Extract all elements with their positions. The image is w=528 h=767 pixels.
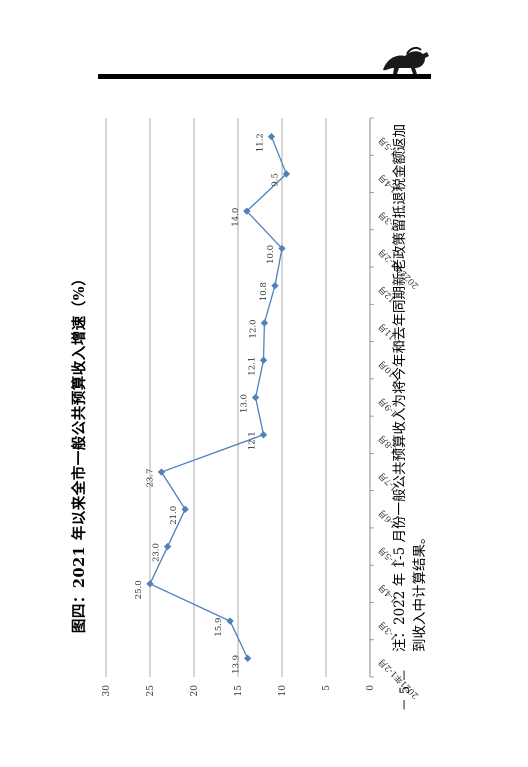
data-label: 23.7 xyxy=(145,469,155,488)
y-tick-label: 5 xyxy=(322,685,332,691)
y-tick-label: 25 xyxy=(146,685,156,697)
y-tick-label: 10 xyxy=(278,685,288,697)
data-label: 13.0 xyxy=(240,394,250,413)
data-label: 13.9 xyxy=(232,655,242,674)
data-point xyxy=(163,542,172,551)
data-point xyxy=(157,468,166,476)
data-label: 12.1 xyxy=(248,357,258,376)
data-label: 9.5 xyxy=(270,173,280,187)
data-label: 11.2 xyxy=(255,133,265,152)
data-label: 10.8 xyxy=(259,282,269,301)
data-point xyxy=(181,505,189,513)
chart-container: 图四：2021 年以来全市一般公共预算收入增速（%） 0 5 10 15 20 25 30 2… xyxy=(68,102,478,722)
data-point xyxy=(267,132,276,141)
data-point xyxy=(259,431,268,439)
header-rule xyxy=(98,74,431,79)
data-label: 25.0 xyxy=(134,580,144,599)
data-label: 12.1 xyxy=(248,431,258,450)
data-point xyxy=(278,244,286,253)
y-tick-label: 30 xyxy=(102,685,112,697)
chart-note: 注：2022 年 1-5 月份一般公共预算收入为将今年和去年同期新老政策留抵退税… xyxy=(392,124,428,652)
data-label: 12.0 xyxy=(248,319,258,338)
data-point xyxy=(271,282,279,290)
data-point xyxy=(251,393,260,402)
y-tick-label: 15 xyxy=(234,685,244,697)
page-number: － 5 － xyxy=(398,668,413,712)
data-point xyxy=(244,654,252,663)
data-point xyxy=(259,356,268,364)
horse-logo-icon xyxy=(383,46,429,74)
data-label: 23.0 xyxy=(152,543,162,562)
data-point xyxy=(243,207,251,215)
data-point xyxy=(226,617,234,625)
data-label: 14.0 xyxy=(231,208,241,227)
y-tick-label: 0 xyxy=(366,685,376,691)
data-label: 15.9 xyxy=(214,618,224,637)
y-tick-label: 20 xyxy=(190,685,200,697)
data-point xyxy=(260,319,269,327)
data-label: 21.0 xyxy=(169,506,179,525)
data-label: 10.0 xyxy=(266,245,276,264)
data-point xyxy=(146,580,154,588)
series-line xyxy=(149,136,288,659)
